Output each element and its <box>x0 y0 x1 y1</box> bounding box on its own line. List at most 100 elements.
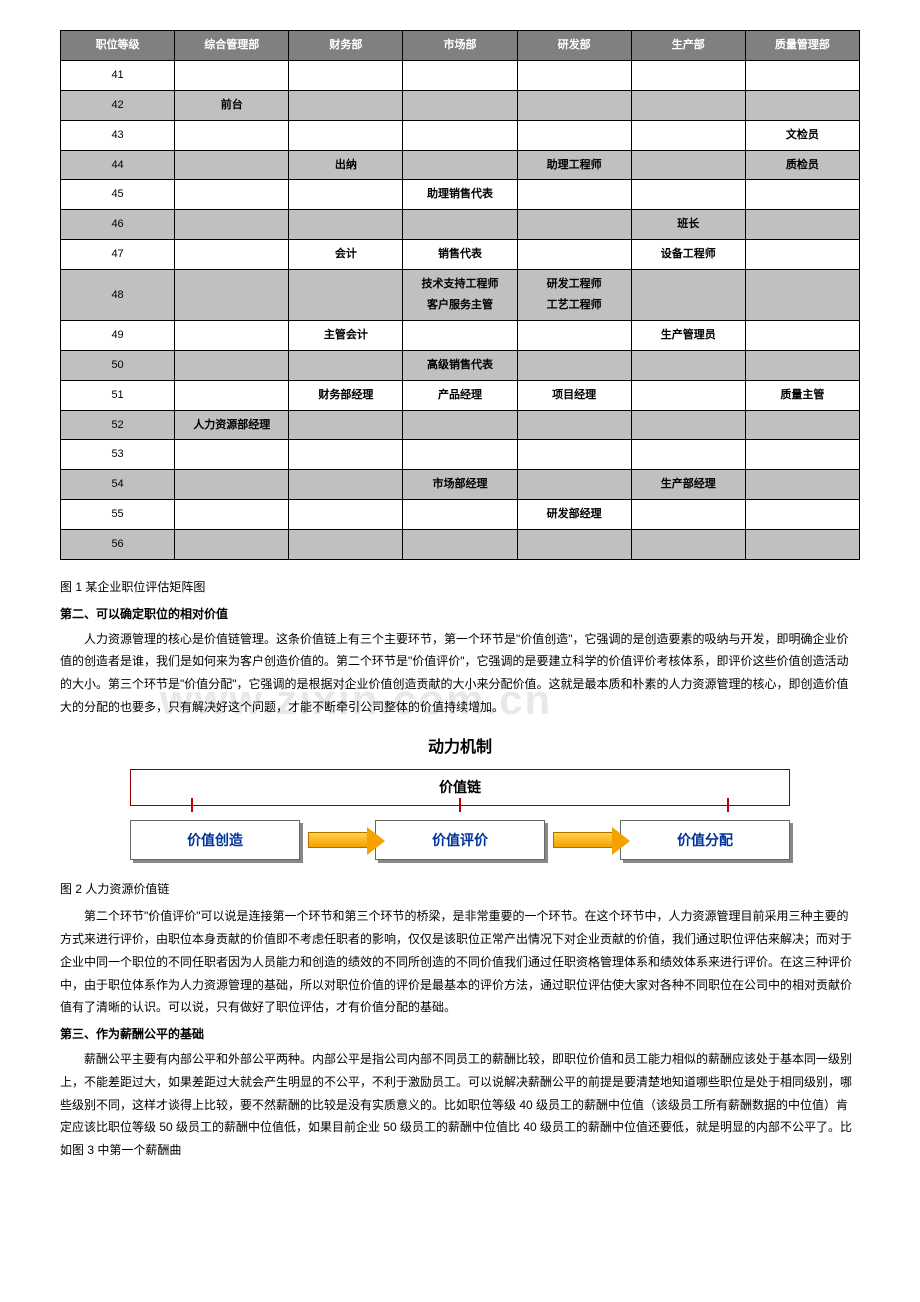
table-cell <box>175 530 289 560</box>
table-cell <box>175 120 289 150</box>
table-cell <box>631 270 745 321</box>
table-cell <box>517 180 631 210</box>
table-cell <box>289 270 403 321</box>
table-header: 综合管理部 <box>175 31 289 61</box>
table-cell <box>403 90 517 120</box>
table-cell <box>631 180 745 210</box>
table-cell <box>631 60 745 90</box>
table-cell <box>745 440 859 470</box>
connector-line <box>459 798 461 812</box>
table-cell <box>745 60 859 90</box>
table-cell <box>175 470 289 500</box>
table-cell <box>175 320 289 350</box>
table-row: 46班长 <box>61 210 860 240</box>
table-cell <box>175 240 289 270</box>
table-row: 47会计销售代表设备工程师 <box>61 240 860 270</box>
table-cell <box>517 410 631 440</box>
table-row: 44出纳助理工程师质检员 <box>61 150 860 180</box>
table-cell <box>289 90 403 120</box>
table-row: 51财务部经理产品经理项目经理质量主管 <box>61 380 860 410</box>
section2-paragraph2: 第二个环节"价值评价"可以说是连接第一个环节和第三个环节的桥梁，是非常重要的一个… <box>60 905 860 1019</box>
row-level-cell: 45 <box>61 180 175 210</box>
table-cell <box>745 90 859 120</box>
table-row: 48 技术支持工程师客户服务主管研发工程师工艺工程师 <box>61 270 860 321</box>
chain-bar: 价值链 <box>130 769 790 806</box>
row-level-cell: 50 <box>61 350 175 380</box>
row-level-cell: 56 <box>61 530 175 560</box>
table-cell: 班长 <box>631 210 745 240</box>
table-cell: 助理销售代表 <box>403 180 517 210</box>
table-cell <box>289 180 403 210</box>
table-header: 研发部 <box>517 31 631 61</box>
table-cell <box>403 440 517 470</box>
table-cell <box>517 350 631 380</box>
row-level-cell: 41 <box>61 60 175 90</box>
table-cell <box>517 470 631 500</box>
table-cell: 技术支持工程师客户服务主管 <box>403 270 517 321</box>
diagram-title: 动力机制 <box>130 733 790 763</box>
table-cell: 质量主管 <box>745 380 859 410</box>
table-cell <box>289 440 403 470</box>
table-cell: 研发工程师工艺工程师 <box>517 270 631 321</box>
table-cell: 项目经理 <box>517 380 631 410</box>
table-cell <box>517 90 631 120</box>
table-cell <box>745 180 859 210</box>
row-level-cell: 47 <box>61 240 175 270</box>
table-cell: 质检员 <box>745 150 859 180</box>
row-level-cell: 51 <box>61 380 175 410</box>
table-row: 43文检员 <box>61 120 860 150</box>
table-cell <box>403 60 517 90</box>
table-cell: 高级销售代表 <box>403 350 517 380</box>
table-row: 42前台 <box>61 90 860 120</box>
table-cell: 研发部经理 <box>517 500 631 530</box>
table-cell <box>289 530 403 560</box>
table-row: 41 <box>61 60 860 90</box>
table-cell <box>403 120 517 150</box>
table-cell <box>289 410 403 440</box>
table-cell <box>631 380 745 410</box>
table-cell <box>175 180 289 210</box>
node-value-evaluate: 价值评价 <box>375 820 545 861</box>
row-level-cell: 53 <box>61 440 175 470</box>
table-cell: 助理工程师 <box>517 150 631 180</box>
value-chain-diagram: 动力机制 价值链 价值创造 价值评价 价值分配 <box>130 733 790 861</box>
table-cell <box>175 270 289 321</box>
table-cell <box>517 440 631 470</box>
arrow-icon <box>308 832 368 848</box>
table-cell <box>631 90 745 120</box>
table-cell <box>745 500 859 530</box>
arrow-icon <box>553 832 613 848</box>
table-cell: 财务部经理 <box>289 380 403 410</box>
table-cell <box>631 410 745 440</box>
table-cell <box>175 60 289 90</box>
table-cell: 生产部经理 <box>631 470 745 500</box>
table-cell <box>517 120 631 150</box>
table-cell <box>289 120 403 150</box>
table-cell <box>631 440 745 470</box>
table-cell <box>745 240 859 270</box>
table-cell <box>745 530 859 560</box>
table-header: 质量管理部 <box>745 31 859 61</box>
table-row: 50 高级销售代表 <box>61 350 860 380</box>
table-row: 49主管会计生产管理员 <box>61 320 860 350</box>
table-cell <box>403 320 517 350</box>
row-level-cell: 43 <box>61 120 175 150</box>
table-header: 职位等级 <box>61 31 175 61</box>
table-cell: 人力资源部经理 <box>175 410 289 440</box>
table-cell <box>745 210 859 240</box>
table-cell <box>403 500 517 530</box>
section2-heading: 第二、可以确定职位的相对价值 <box>60 603 860 626</box>
table-cell: 设备工程师 <box>631 240 745 270</box>
position-matrix-table: 职位等级综合管理部财务部市场部研发部生产部质量管理部 4142前台43文检员44… <box>60 30 860 560</box>
row-level-cell: 55 <box>61 500 175 530</box>
table-cell <box>745 350 859 380</box>
table-cell <box>631 500 745 530</box>
table-header: 财务部 <box>289 31 403 61</box>
table-cell <box>631 150 745 180</box>
row-level-cell: 49 <box>61 320 175 350</box>
row-level-cell: 48 <box>61 270 175 321</box>
table-cell <box>745 410 859 440</box>
table-cell <box>517 60 631 90</box>
table-row: 52人力资源部经理 <box>61 410 860 440</box>
table-cell: 市场部经理 <box>403 470 517 500</box>
